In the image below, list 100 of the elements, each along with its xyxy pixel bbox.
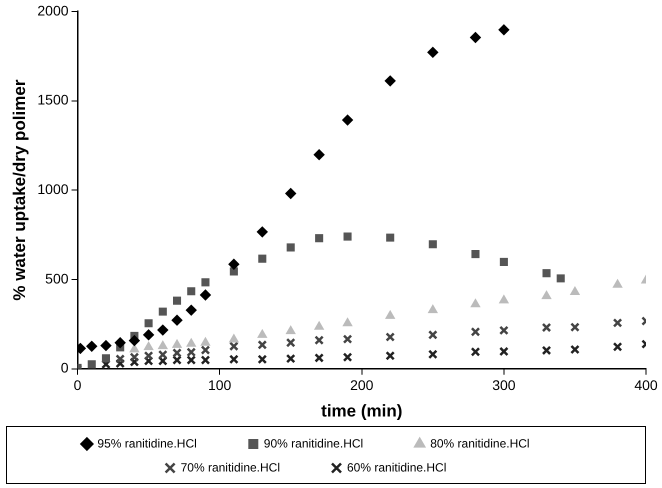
point (128, 335, 140, 346)
y-tick-label: 0 (60, 360, 69, 376)
x-tick-label: 0 (74, 377, 82, 394)
point (172, 355, 182, 365)
point (286, 338, 296, 348)
point (428, 240, 437, 248)
point (385, 332, 395, 342)
point (342, 334, 352, 344)
point (172, 339, 182, 348)
point (612, 279, 622, 288)
point (229, 334, 239, 342)
point (498, 24, 510, 36)
point (286, 326, 296, 334)
point (542, 346, 552, 356)
x-tick-label: 200 (350, 377, 374, 394)
point (471, 250, 480, 258)
point (428, 330, 438, 340)
point (428, 350, 438, 360)
point (158, 308, 167, 316)
point (186, 304, 197, 316)
point (257, 329, 268, 338)
point (542, 322, 552, 332)
point (286, 243, 295, 252)
point (470, 327, 480, 337)
point (542, 290, 552, 300)
point (158, 340, 168, 350)
point (201, 278, 210, 286)
point (200, 337, 210, 346)
point (427, 46, 438, 58)
point (130, 344, 140, 352)
point (384, 75, 396, 86)
x-tick-label: 100 (208, 377, 232, 394)
point (102, 354, 110, 362)
point (285, 188, 296, 199)
point (428, 304, 438, 314)
point (200, 289, 211, 300)
x-tick-label: 400 (634, 377, 658, 394)
point (499, 294, 509, 304)
point (187, 287, 196, 296)
point (542, 269, 551, 278)
point (186, 338, 196, 347)
point (612, 318, 622, 328)
point (256, 226, 268, 238)
point (144, 342, 154, 350)
point (88, 360, 96, 368)
point (114, 337, 126, 348)
point (470, 32, 481, 43)
legend-label: 70% ranitidine.HCl (180, 460, 320, 474)
point (344, 232, 352, 241)
legend-label: 95% ranitidine.HCl (97, 436, 237, 450)
point (172, 314, 183, 326)
y-tick-label: 1500 (37, 92, 69, 108)
point (143, 329, 154, 340)
point (286, 354, 296, 364)
point (556, 274, 565, 282)
point (230, 267, 238, 276)
y-axis-title: % water uptake/dry polimer (10, 79, 29, 301)
point (314, 321, 324, 330)
point (157, 324, 168, 336)
point (470, 298, 480, 308)
point (228, 258, 240, 270)
point (229, 342, 239, 352)
point (570, 344, 580, 354)
point (172, 296, 182, 305)
point (100, 340, 112, 352)
legend-label: 90% ranitidine.HCl (264, 436, 404, 450)
point (500, 258, 508, 266)
point (101, 360, 111, 369)
point (342, 352, 352, 362)
x-tick-label: 300 (492, 377, 516, 394)
point (144, 350, 154, 361)
point (386, 234, 394, 242)
y-tick-label: 2000 (37, 2, 69, 18)
y-tick-label: 500 (45, 270, 69, 286)
point (258, 354, 268, 364)
point (172, 348, 182, 358)
point (385, 310, 396, 319)
point (499, 346, 509, 356)
y-tick-label: 1000 (37, 180, 69, 197)
point (158, 350, 168, 360)
point (186, 347, 196, 357)
point (186, 355, 196, 365)
point (130, 352, 140, 362)
point (470, 347, 480, 357)
point (200, 345, 210, 355)
point (612, 342, 622, 352)
point (258, 340, 268, 350)
point (499, 326, 509, 336)
legend-label: 60% ranitidine.HCl (347, 460, 486, 474)
point (342, 318, 352, 326)
point (258, 254, 266, 263)
point (314, 149, 325, 160)
legend-label: 80% ranitidine.HCl (430, 436, 570, 450)
point (385, 350, 395, 361)
point (200, 355, 210, 365)
point (342, 114, 354, 126)
point (314, 335, 324, 345)
point (229, 354, 239, 364)
point (86, 340, 98, 352)
point (315, 234, 324, 242)
